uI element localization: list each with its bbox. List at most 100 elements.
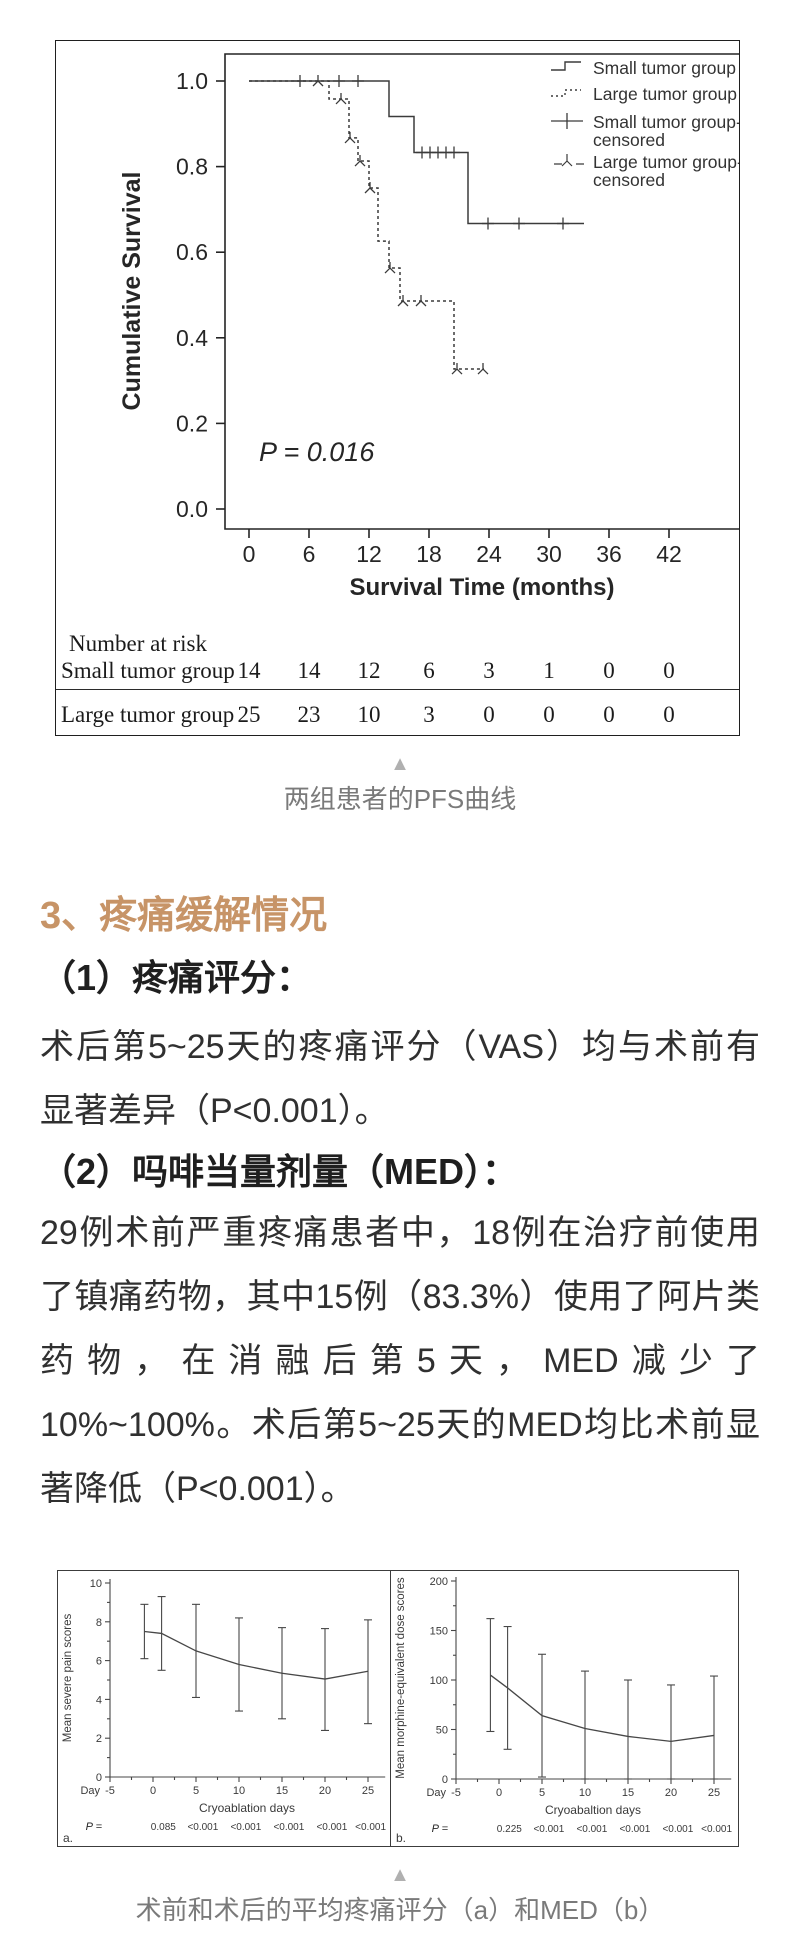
- svg-text:<0.001: <0.001: [187, 1822, 218, 1833]
- svg-text:0.2: 0.2: [176, 410, 208, 436]
- risk-count: 0: [663, 702, 675, 727]
- svg-text:<0.001: <0.001: [701, 1824, 732, 1835]
- svg-text:b.: b.: [396, 1831, 406, 1845]
- svg-text:20: 20: [319, 1785, 331, 1797]
- svg-text:0: 0: [150, 1785, 156, 1797]
- number-at-risk-row: Large tumor group 25 23 10 3 0 0 0 0: [56, 691, 739, 733]
- risk-count: 12: [357, 658, 381, 683]
- svg-text:1.0: 1.0: [176, 68, 208, 94]
- svg-text:Cryoablation days: Cryoablation days: [199, 1801, 295, 1815]
- figure2-caption: 术前和术后的平均疼痛评分（a）和MED（b）: [135, 1895, 665, 1925]
- svg-text:Survival Time (months): Survival Time (months): [350, 574, 615, 601]
- svg-text:Cumulative Survival: Cumulative Survival: [118, 172, 146, 411]
- svg-text:50: 50: [436, 1725, 448, 1737]
- svg-text:P =: P =: [86, 1821, 103, 1833]
- risk-row-label: Large tumor group: [61, 702, 235, 727]
- svg-text:Small tumor group-: Small tumor group-: [593, 112, 739, 132]
- svg-text:12: 12: [356, 541, 382, 567]
- svg-text:100: 100: [430, 1675, 448, 1687]
- pfs-km-chart: 1.0 0.8 0.6 0.4 0.2 0.0 0 6 12 18 24 30 36 42 Survival…: [118, 53, 739, 601]
- svg-text:0: 0: [496, 1787, 502, 1799]
- svg-text:0.4: 0.4: [176, 325, 208, 351]
- svg-text:censored: censored: [593, 130, 665, 150]
- risk-count: 23: [297, 702, 321, 727]
- svg-text:5: 5: [193, 1785, 199, 1797]
- svg-text:Cryoabaltion days: Cryoabaltion days: [545, 1803, 641, 1817]
- svg-text:0.085: 0.085: [151, 1822, 176, 1833]
- svg-text:Mean severe pain scores: Mean severe pain scores: [62, 1614, 74, 1743]
- svg-text:0.225: 0.225: [497, 1824, 522, 1835]
- svg-text:6: 6: [303, 541, 316, 567]
- article-page: 1.0 0.8 0.6 0.4 0.2 0.0 0 6 12 18 24 30 36 42 Survival…: [0, 40, 800, 1942]
- page-bottom-spacer: [0, 1928, 800, 1942]
- svg-text:<0.001: <0.001: [533, 1824, 564, 1835]
- svg-text:20: 20: [665, 1787, 677, 1799]
- svg-text:-5: -5: [105, 1785, 115, 1797]
- svg-text:<0.001: <0.001: [273, 1822, 304, 1833]
- risk-count: 0: [543, 702, 555, 727]
- caption-arrow-icon: ▲: [390, 1864, 410, 1886]
- svg-text:24: 24: [476, 541, 502, 567]
- svg-text:150: 150: [430, 1626, 448, 1638]
- subheading-pain-score: （1）疼痛评分：: [40, 957, 313, 998]
- risk-count: 14: [237, 658, 261, 683]
- svg-text:0.6: 0.6: [176, 239, 208, 265]
- svg-text:P =: P =: [432, 1823, 449, 1835]
- svg-text:25: 25: [362, 1785, 374, 1797]
- svg-text:200: 200: [430, 1576, 448, 1588]
- section-heading: 3、疼痛缓解情况: [40, 895, 328, 937]
- svg-text:censored: censored: [593, 170, 665, 190]
- risk-row-label: Small tumor group: [61, 658, 235, 683]
- pain-med-figure: 0 2 4 6 8 10 -5 0 5 10 15 20 25 Day Cryoablation days P…: [57, 1570, 800, 1847]
- risk-count: 10: [357, 702, 381, 727]
- svg-text:0: 0: [442, 1774, 448, 1786]
- svg-text:<0.001: <0.001: [619, 1824, 650, 1835]
- svg-text:0.8: 0.8: [176, 154, 208, 180]
- number-at-risk-row: Small tumor group 14 14 12 6 3 1 0 0: [56, 647, 739, 690]
- paragraph-med: 29例术前严重疼痛患者中，18例在治疗前使用了镇痛药物，其中15例（83.3%）…: [40, 1214, 760, 1508]
- svg-text:10: 10: [233, 1785, 245, 1797]
- risk-count: 0: [603, 658, 615, 683]
- risk-count: 0: [663, 658, 675, 683]
- svg-text:10: 10: [579, 1787, 591, 1799]
- svg-text:<0.001: <0.001: [355, 1822, 386, 1833]
- svg-text:Small tumor group: Small tumor group: [593, 58, 736, 78]
- svg-text:36: 36: [596, 541, 622, 567]
- risk-count: 25: [237, 702, 261, 727]
- risk-count: 3: [483, 658, 495, 683]
- svg-text:Day: Day: [80, 1785, 100, 1797]
- svg-text:<0.001: <0.001: [316, 1822, 347, 1833]
- paragraph-vas: 术后第5~25天的疼痛评分（VAS）均与术前有显著差异（P<0.001）。: [40, 1028, 760, 1130]
- risk-count: 6: [423, 658, 435, 683]
- risk-count: 1: [543, 658, 555, 683]
- svg-text:0: 0: [96, 1772, 102, 1784]
- svg-text:0.0: 0.0: [176, 496, 208, 522]
- svg-text:18: 18: [416, 541, 442, 567]
- svg-text:a.: a.: [63, 1831, 73, 1845]
- svg-text:0: 0: [243, 541, 256, 567]
- number-at-risk-table: Number at risk Small tumor group 14 14 12 6 3…: [56, 601, 739, 735]
- subheading-med: （2）吗啡当量剂量（MED）：: [40, 1151, 519, 1192]
- svg-text:4: 4: [96, 1694, 102, 1706]
- caption-arrow-icon: ▲: [390, 753, 410, 775]
- svg-text:6: 6: [96, 1656, 102, 1668]
- svg-text:42: 42: [656, 541, 682, 567]
- svg-text:30: 30: [536, 541, 562, 567]
- svg-text:<0.001: <0.001: [230, 1822, 261, 1833]
- svg-text:8: 8: [96, 1617, 102, 1629]
- svg-text:15: 15: [622, 1787, 634, 1799]
- risk-count: 14: [297, 658, 321, 683]
- svg-text:P = 0.016: P = 0.016: [259, 437, 375, 467]
- svg-text:Large tumor group-: Large tumor group-: [593, 152, 739, 172]
- svg-text:25: 25: [708, 1787, 720, 1799]
- svg-text:Day: Day: [426, 1787, 446, 1799]
- risk-count: 0: [483, 702, 495, 727]
- svg-text:Mean morphine-equivalent dose: Mean morphine-equivalent dose scores: [395, 1577, 407, 1779]
- svg-text:2: 2: [96, 1733, 102, 1745]
- figure1-caption: 两组患者的PFS曲线: [283, 784, 517, 814]
- svg-text:15: 15: [276, 1785, 288, 1797]
- svg-text:5: 5: [539, 1787, 545, 1799]
- pfs-figure: 1.0 0.8 0.6 0.4 0.2 0.0 0 6 12 18 24 30 36 42 Survival…: [55, 40, 740, 736]
